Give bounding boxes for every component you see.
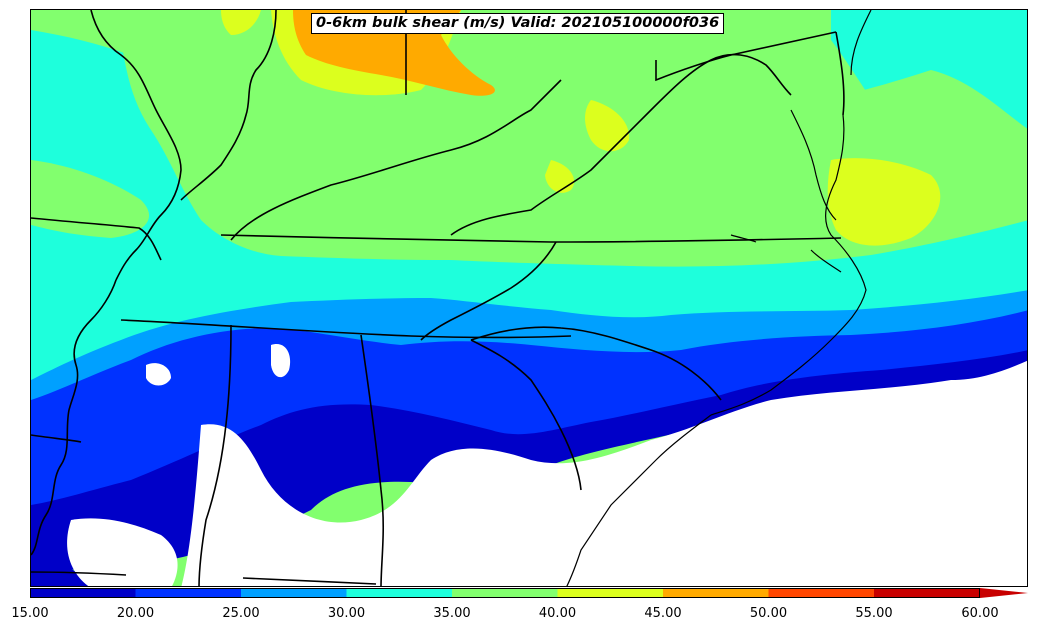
colorbar-bin-45-50 [663,588,769,598]
colorbar-bin-15-20 [30,588,136,598]
colorbar-tick-label: 60.00 [961,606,999,621]
colorbar-tick-label: 55.00 [855,606,893,621]
colorbar-tick-label: 35.00 [433,606,471,621]
colorbar-bin-35-40 [452,588,558,598]
colorbar-tick-label: 20.00 [116,606,155,621]
colorbar-tick-label: 30.00 [327,606,366,621]
colorbar-bin-30-35 [346,588,452,598]
colorbar-tick-label: 45.00 [644,606,682,621]
colorbar-tick-label: 15.00 [11,606,49,621]
colorbar-bin-20-25 [135,588,241,598]
colorbar-bin-50-55 [768,588,874,598]
colorbar-tick-label: 25.00 [222,606,260,621]
map-panel [30,9,1028,587]
colorbar-bin-25-30 [241,588,347,598]
colorbar-extend-arrow [980,588,1028,598]
colorbar-bin-40-45 [557,588,663,598]
contour-no-data [67,344,1027,586]
shear-contour-map [31,10,1027,586]
colorbar [30,588,1028,598]
map-title: 0-6km bulk shear (m/s) Valid: 2021051000… [311,13,725,34]
colorbar-outline [30,588,980,598]
coastlines [566,10,872,586]
colorbar-tick-label: 50.00 [749,606,788,621]
colorbar-bin-55-60 [874,588,980,598]
colorbar-tick-label: 40.00 [538,606,577,621]
